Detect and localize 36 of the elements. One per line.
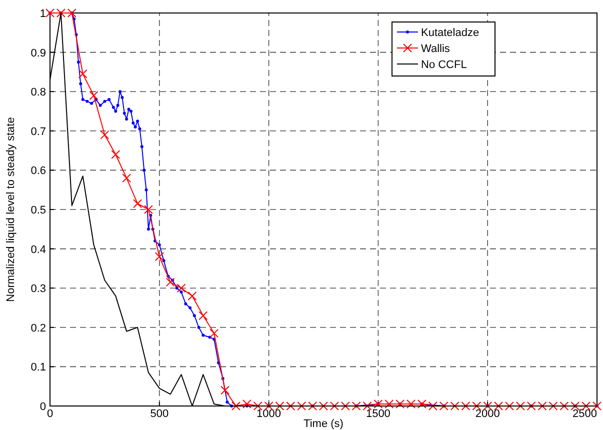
point <box>122 174 132 183</box>
x-tick-label: 2500 <box>572 408 597 420</box>
x-tick-label: 1500 <box>366 408 390 420</box>
y-tick-label: 0.4 <box>30 244 46 256</box>
y-tick-label: 0.6 <box>30 165 46 178</box>
point <box>166 278 175 287</box>
point <box>133 199 142 208</box>
y-tick-label: 0.5 <box>30 204 46 216</box>
point <box>176 284 186 293</box>
legend-label: Wallis <box>421 43 450 55</box>
y-tick-label: 0.2 <box>30 322 46 334</box>
point <box>154 252 164 262</box>
y-tick-label: 0.3 <box>30 283 46 296</box>
legend-label: No CCFL <box>421 59 467 71</box>
y-tick-label: 0.8 <box>30 86 46 99</box>
point <box>89 91 98 100</box>
x-axis-title: Time (s) <box>304 418 344 430</box>
y-tick-label: 0.9 <box>30 47 46 60</box>
point <box>231 402 240 410</box>
point <box>144 205 153 214</box>
y-tick-label: 0.7 <box>30 126 46 138</box>
y-tick-label: 1 <box>40 8 46 20</box>
point <box>100 130 110 140</box>
y-tick-label: 0.1 <box>30 362 46 374</box>
legend-label: Kutateladze <box>421 27 480 39</box>
point <box>111 150 120 159</box>
point <box>210 328 219 338</box>
y-axis-title: Normalized liquid level to steady state <box>5 117 17 302</box>
point <box>188 291 197 300</box>
x-tick-label: 2000 <box>475 408 500 420</box>
point <box>220 386 230 395</box>
x-tick-label: 1000 <box>256 408 282 420</box>
point <box>198 311 208 320</box>
x-tick-label: 500 <box>150 408 169 420</box>
point <box>78 69 88 78</box>
point <box>242 400 252 409</box>
